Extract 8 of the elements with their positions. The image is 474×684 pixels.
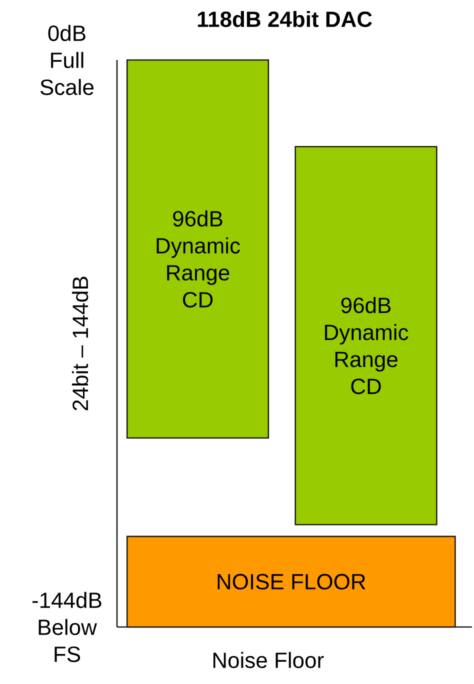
y-tick-label: 0dB Full Scale: [40, 24, 94, 96]
chart-title: 118dB 24bit DAC: [198, 10, 372, 28]
x-axis-title: Noise Floor: [213, 652, 324, 668]
band-label: NOISE FLOOR: [218, 574, 366, 590]
y-tick-label: -144dB Below FS: [32, 592, 102, 662]
data-label: 96dB Dynamic Range CD: [156, 210, 240, 308]
y-axis-title: 24bit – 144dB: [72, 276, 88, 410]
data-label: 96dB Dynamic Range CD: [325, 297, 408, 394]
